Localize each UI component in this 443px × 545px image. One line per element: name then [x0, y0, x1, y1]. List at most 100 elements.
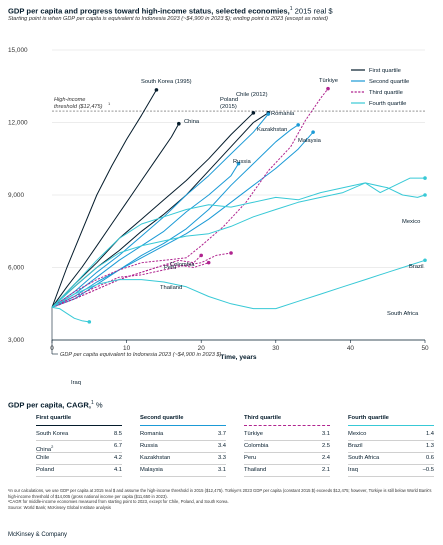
x-tick-label: 20: [198, 345, 206, 352]
series-label: Russia: [233, 159, 251, 165]
series-end-marker: [251, 111, 256, 115]
series-label: Mexico: [402, 219, 420, 225]
country-name: Mexico: [348, 431, 367, 437]
country-name: South Korea: [36, 431, 68, 438]
cagr-row: South Africa 0.6: [348, 453, 434, 465]
baseline-label: GDP per capita equivalent to Indonesia 2…: [60, 352, 221, 358]
footnote-marker: 2: [51, 444, 54, 449]
cagr-value: 3.1: [217, 467, 226, 473]
country-name: Türkiye: [244, 431, 264, 437]
country-name: China2: [36, 443, 54, 453]
cagr-row: Colombia 2.5: [244, 441, 330, 453]
series-end-marker: [229, 251, 233, 255]
series-line: [51, 255, 202, 308]
threshold-label-line2: threshold ($12,475): [54, 104, 103, 110]
series-label: Chile (2012): [236, 92, 268, 98]
cagr-title-text: GDP per capita, CAGR,: [8, 400, 91, 410]
series-end-marker: [199, 253, 203, 258]
cagr-row: Kazakhstan 3.3: [140, 453, 226, 465]
series-label: China: [184, 119, 200, 125]
x-tick-label: 40: [347, 345, 355, 352]
series-label: (2015): [220, 104, 237, 110]
cagr-row: Türkiye 3.1: [244, 429, 330, 441]
y-tick-label: 12,000: [8, 120, 28, 127]
cagr-row: Mexico 1.4: [348, 429, 434, 441]
cagr-value: 6.7: [113, 443, 122, 449]
country-name-text: South Korea: [36, 431, 69, 437]
country-name: Chile: [36, 455, 50, 461]
series-line: [51, 306, 90, 323]
series-end-marker: [326, 86, 330, 91]
chart-title-unit: 2015 real $: [292, 6, 333, 16]
threshold-label-sup: 1: [108, 101, 111, 106]
series-end-marker: [206, 260, 211, 265]
x-tick-label: 30: [272, 345, 280, 352]
cagr-column-header: Fourth quartile: [348, 415, 434, 426]
series-end-marker: [311, 130, 315, 134]
series-label: South Africa: [387, 311, 419, 317]
cagr-value: 2.1: [321, 467, 330, 473]
cagr-value: 0.6: [425, 455, 434, 461]
source-note: Source: World Bank; McKinsey Global Inst…: [8, 504, 112, 510]
cagr-value: 2.4: [321, 455, 330, 461]
series-line: [51, 89, 157, 308]
cagr-row: Russia 3.4: [140, 441, 226, 453]
cagr-value: 3.7: [217, 431, 226, 437]
cagr-row: Iraq –0.5: [348, 465, 434, 477]
country-name: Iraq: [348, 467, 358, 473]
cagr-value: 3.1: [321, 431, 330, 437]
country-name: Brazil: [348, 443, 363, 449]
cagr-title: GDP per capita, CAGR,1 %: [8, 400, 103, 410]
x-axis-label: Time, years: [220, 354, 257, 361]
series-label: Poland: [220, 97, 238, 103]
footnote-1: ¹In our calculations, we use GDP per cap…: [8, 488, 432, 499]
legend-label: Fourth quartile: [369, 101, 406, 107]
cagr-column-header: Third quartile: [244, 415, 330, 426]
series-end-marker: [87, 320, 92, 324]
series-line: [51, 123, 180, 308]
cagr-column-q1: First quartile South Korea 8.5 China2 6.7 …: [36, 415, 122, 477]
series-end-marker: [423, 193, 427, 197]
country-name: Russia: [140, 443, 158, 449]
chart-title-text: GDP per capita and progress toward high-…: [8, 6, 290, 16]
series-label: South Korea (1995): [141, 79, 192, 85]
cagr-title-sup: 1: [91, 400, 94, 406]
series-line: [51, 131, 314, 308]
cagr-value: 3.4: [217, 443, 226, 449]
series-label: Malaysia: [298, 138, 322, 144]
series-end-marker: [177, 121, 181, 126]
cagr-row: Malaysia 3.1: [140, 465, 226, 477]
y-tick-label: 3,000: [8, 337, 24, 344]
cagr-column-q4: Fourth quartile Mexico 1.4 Brazil 1.3 Sout…: [348, 415, 434, 477]
y-tick-label: 15,000: [8, 47, 28, 54]
country-name: Kazakhstan: [140, 455, 171, 461]
cagr-row: Romania 3.7: [140, 429, 226, 441]
brand-logo: McKinsey & Company: [8, 532, 68, 538]
cagr-value: 1.3: [425, 443, 434, 449]
legend-label: Second quartile: [369, 79, 409, 85]
series-end-marker: [266, 112, 271, 116]
series-end-marker: [236, 161, 241, 166]
series-label: Türkiye: [319, 78, 338, 84]
country-name: Poland: [36, 467, 55, 473]
chart-subtitle: Starting point is when GDP per capita is…: [8, 16, 328, 22]
series-label: Brazil: [409, 264, 424, 270]
cagr-column-q3: Third quartile Türkiye 3.1 Colombia 2.5 Pe…: [244, 415, 330, 477]
series-label: Kazakhstan: [257, 127, 287, 133]
series-label: Iraq: [71, 380, 81, 386]
series-line: [51, 262, 209, 308]
cagr-table: First quartile South Korea 8.5 China2 6.7 …: [36, 415, 434, 477]
series-line: [51, 182, 426, 308]
country-name-text: China: [36, 446, 52, 453]
series-label: Thailand: [160, 285, 182, 291]
chart-title-sup: 1: [289, 6, 293, 12]
x-tick-label: 50: [421, 345, 429, 352]
series-line: [51, 112, 254, 308]
cagr-value: 8.5: [113, 431, 122, 437]
country-name: Peru: [244, 455, 257, 461]
country-name: Romania: [140, 431, 164, 437]
cagr-row: China2 6.7: [36, 441, 122, 453]
cagr-row: Chile 4.2: [36, 453, 122, 465]
threshold-label-line1: High-income: [54, 97, 85, 103]
cagr-column-q2: Second quartile Romania 3.7 Russia 3.4 Kaz…: [140, 415, 226, 477]
